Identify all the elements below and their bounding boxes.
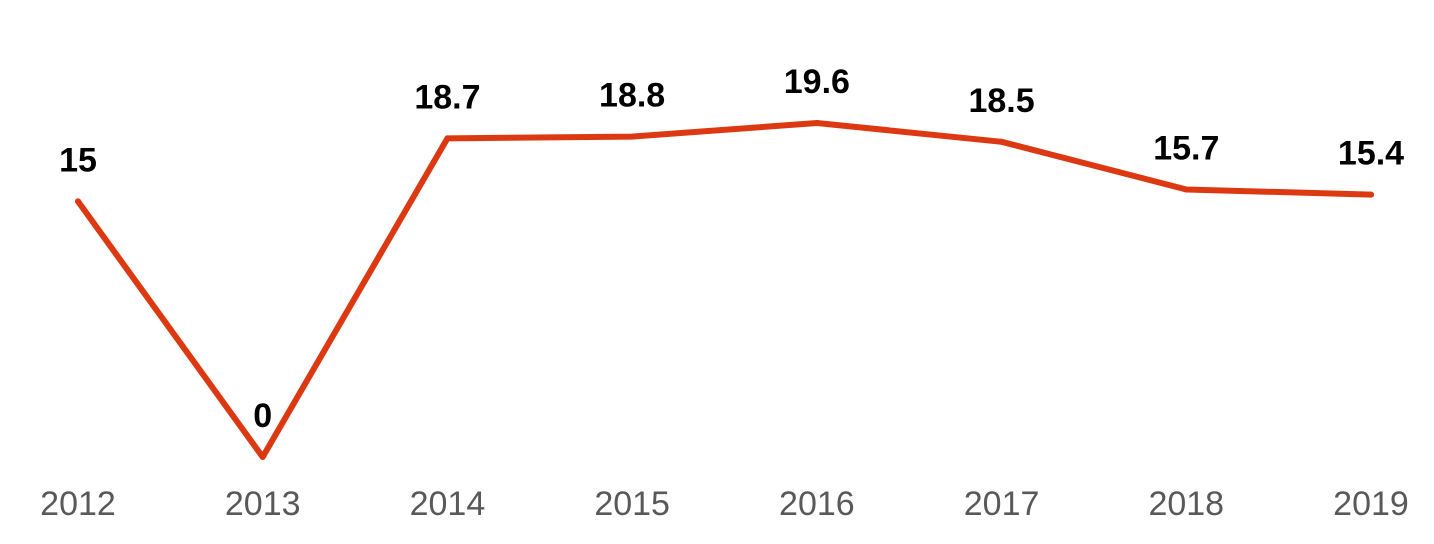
x-tick-label-2013: 2013 — [225, 485, 301, 523]
data-label-layer: 15 0 18.7 18.8 19.6 18.5 15.7 15.4 — [59, 63, 1404, 435]
x-tick-label-2016: 2016 — [779, 485, 855, 523]
series-line-0 — [75, 120, 1374, 460]
data-point-2013 — [259, 454, 266, 460]
data-point-2016 — [813, 120, 820, 127]
data-label-2019: 15.4 — [1338, 135, 1404, 173]
x-tick-label-2018: 2018 — [1148, 485, 1224, 523]
data-label-2016: 19.6 — [784, 63, 850, 101]
data-label-2014: 18.7 — [414, 78, 480, 116]
data-point-2015 — [629, 133, 636, 140]
data-point-2017 — [998, 138, 1005, 145]
x-tick-label-2014: 2014 — [410, 485, 486, 523]
data-label-2015: 18.8 — [599, 77, 665, 115]
x-tick-label-2012: 2012 — [40, 485, 116, 523]
data-point-2012 — [75, 198, 81, 205]
x-tick-label-2019: 2019 — [1333, 485, 1409, 523]
series-layer — [75, 120, 1374, 460]
x-axis: 2012 2013 2014 2015 2016 2017 2018 2019 — [40, 485, 1409, 523]
x-tick-label-2015: 2015 — [594, 485, 670, 523]
data-point-2018 — [1183, 186, 1190, 193]
data-label-2018: 15.7 — [1153, 129, 1219, 167]
data-point-2019 — [1368, 191, 1374, 198]
x-tick-label-2017: 2017 — [964, 485, 1040, 523]
data-label-2017: 18.5 — [968, 82, 1034, 120]
data-label-2012: 15 — [59, 141, 97, 179]
data-label-2013: 0 — [253, 397, 272, 435]
data-point-2014 — [444, 135, 451, 142]
